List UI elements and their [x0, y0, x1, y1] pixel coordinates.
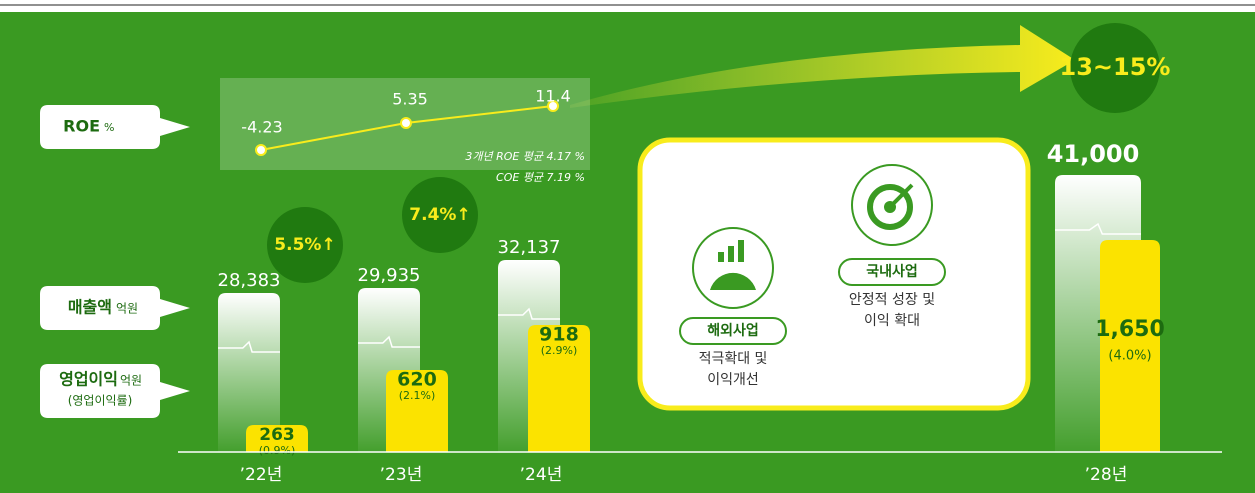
break-mark: [358, 335, 420, 348]
callout-label: 영업이익: [59, 370, 118, 389]
revenue-label: 41,000: [1047, 140, 1140, 168]
target-circle: [1070, 23, 1160, 113]
roe-avg: 3개년 ROE 평균 4.17 %: [465, 150, 585, 163]
break-mark: [218, 340, 280, 353]
target-text: 13~15%: [1060, 53, 1171, 81]
coe-avg: COE 평균 7.19 %: [496, 171, 585, 184]
strategy-line: 안정적 성장 및: [849, 292, 935, 308]
callout-label: ROE: [63, 117, 100, 136]
roe-value: 5.35: [392, 90, 428, 109]
roe-value: -4.23: [241, 118, 282, 137]
callout-unit: %: [104, 121, 114, 134]
callouts: ROE % 매출액 억원 영업이익 억원 (영업이익률): [40, 105, 190, 418]
growth-arrow: [570, 25, 1075, 108]
break-mark: [498, 307, 560, 320]
roe-point: [255, 144, 267, 156]
op-label: 620: [397, 369, 437, 391]
icon-target-arrow: [888, 183, 914, 209]
year-label: ’22년: [240, 465, 283, 485]
pill-text: 해외사업: [707, 322, 759, 339]
revenue-bar: [218, 293, 280, 452]
pill: [679, 317, 787, 345]
strategy-line: 이익개선: [707, 372, 759, 388]
roe-point: [547, 100, 559, 112]
callout-unit: 억원: [120, 374, 142, 388]
bars: 28,383 263(0.9%) ’22년 29,935 620(2.1%) ’23년 32…: [218, 140, 1165, 485]
op-bar: [246, 425, 308, 452]
growth-circle: [402, 177, 478, 253]
growth-circle: [267, 207, 343, 283]
margin-label: (2.9%): [541, 344, 578, 357]
op-bar: [1100, 240, 1160, 452]
op-label: 1,650: [1095, 317, 1165, 342]
icon-global-shape: [710, 240, 756, 290]
margin-label: (2.1%): [399, 389, 436, 402]
roe-value: 11.4: [535, 87, 571, 106]
icon-target-shape: [867, 184, 913, 230]
op-bar: [386, 370, 448, 452]
margin-label: (0.9%): [259, 444, 296, 457]
year-label: ’23년: [380, 465, 423, 485]
callout-unit: 억원: [116, 302, 138, 316]
break-mark: [1055, 222, 1141, 235]
callout-label: 매출액: [68, 298, 112, 317]
roe-point: [400, 117, 412, 129]
revenue-label: 32,137: [498, 237, 561, 258]
pill: [838, 258, 946, 286]
strategy-line: 이익 확대: [864, 313, 920, 329]
callout-box: [40, 364, 190, 418]
icon-global: [692, 227, 774, 309]
op-label: 263: [259, 425, 295, 445]
year-label: ’28년: [1085, 465, 1128, 485]
op-bar: [528, 325, 590, 452]
callout-box: [40, 105, 190, 149]
pill-text: 국내사업: [866, 264, 918, 280]
revenue-label: 29,935: [358, 265, 421, 286]
margin-label: (4.0%): [1108, 349, 1151, 364]
strategy-line: 적극확대 및: [699, 351, 768, 367]
callout-box: [40, 286, 190, 330]
callout-sub: (영업이익률): [68, 394, 133, 408]
growth-text: 5.5%↑: [274, 235, 335, 255]
growth-text: 7.4%↑: [409, 205, 470, 225]
revenue-label: 28,383: [218, 270, 281, 291]
op-label: 918: [539, 324, 579, 346]
year-label: ’24년: [520, 465, 563, 485]
